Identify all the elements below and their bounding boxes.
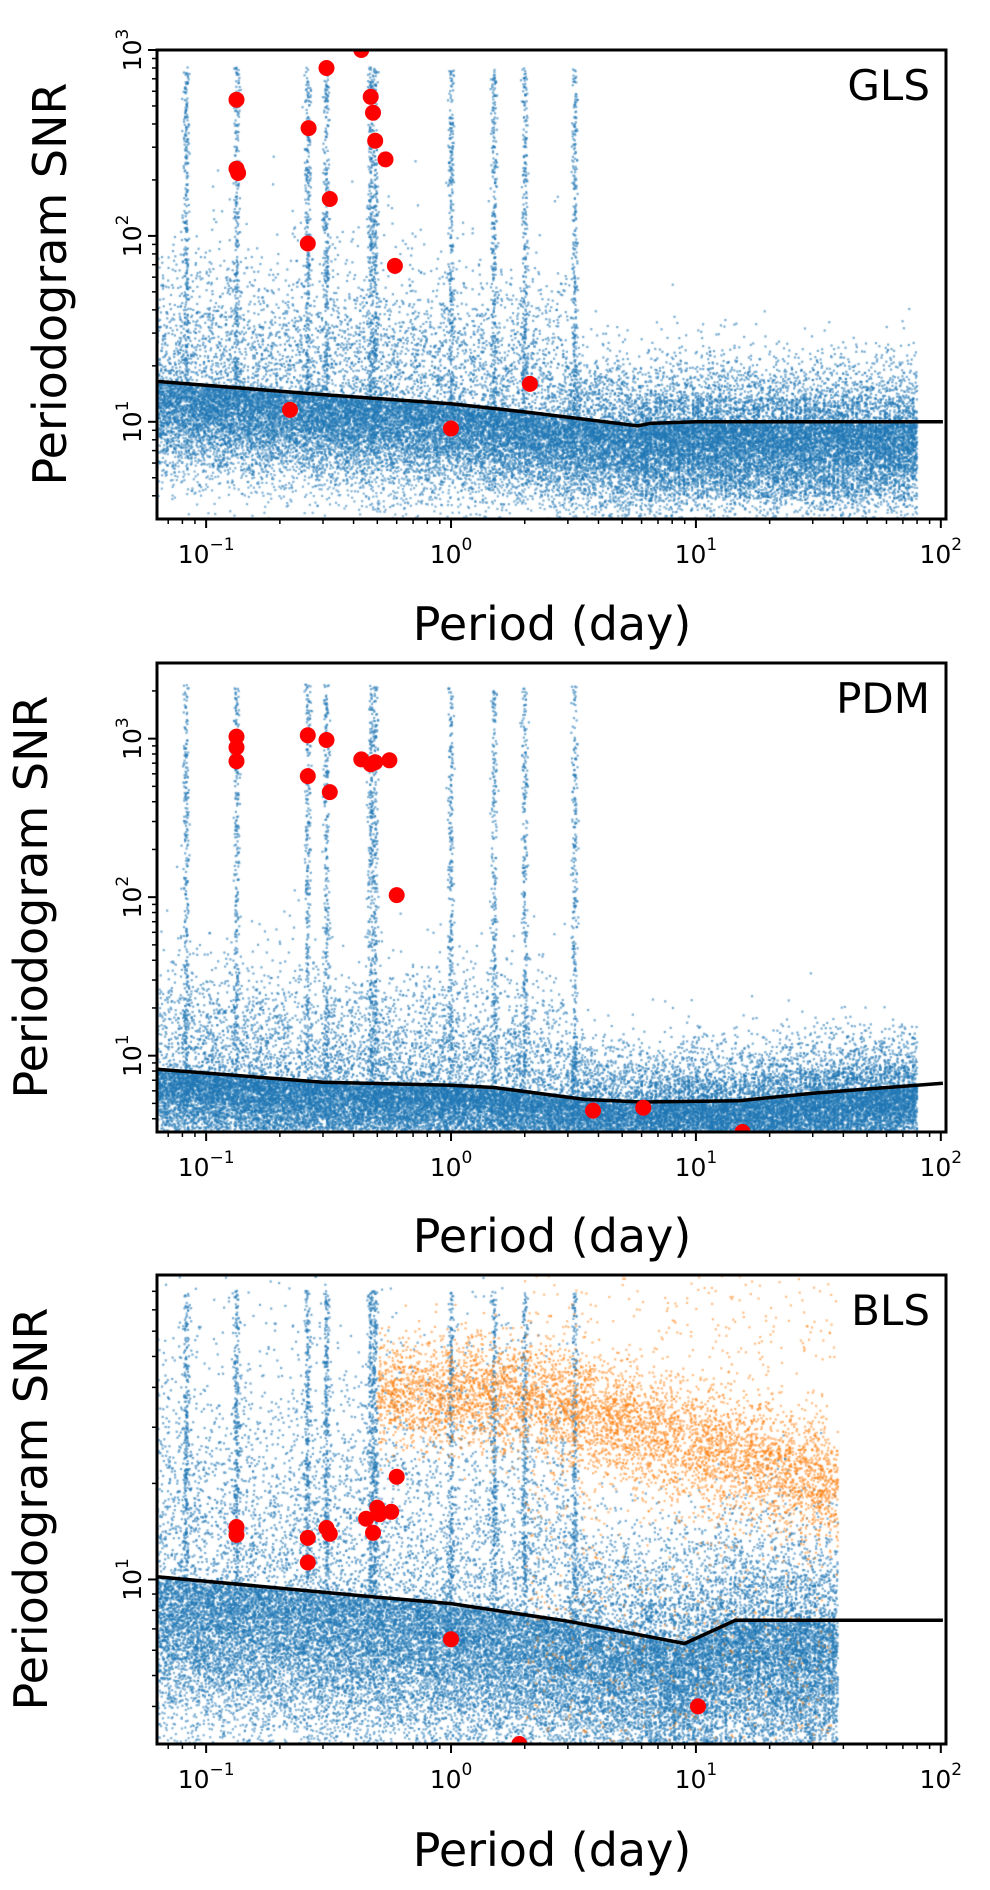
background-scatter-bls: [157, 1275, 946, 1744]
highlighted-point: [388, 1468, 405, 1485]
axis-ticks-pdm: 10−1 100 101 102 101 102 103: [113, 690, 962, 1182]
highlighted-point: [299, 768, 316, 785]
highlighted-point: [358, 1510, 375, 1527]
x-tick-label: 102: [919, 1760, 962, 1794]
x-axis-label-pdm: Period (day): [413, 1209, 692, 1263]
highlighted-points-pdm: [228, 727, 751, 1132]
highlighted-point: [585, 1102, 601, 1119]
x-tick-label: 101: [675, 1148, 718, 1182]
highlighted-point: [318, 60, 335, 76]
scatter-density-bls: [157, 1275, 946, 1744]
x-axis-label-gls: Period (day): [413, 597, 692, 651]
plot-area-gls: [157, 50, 946, 519]
y-tick-label: 101: [113, 1034, 147, 1077]
panel-title-gls: GLS: [847, 61, 930, 110]
y-tick-label: 101: [113, 400, 147, 443]
highlighted-point: [228, 753, 245, 770]
highlighted-point: [300, 120, 317, 137]
panel-title-bls: BLS: [851, 1286, 930, 1335]
x-tick-label: 101: [675, 1760, 718, 1794]
highlighted-point: [282, 401, 298, 418]
scatter-density-pdm: [157, 663, 946, 1132]
highlighted-point: [381, 752, 398, 769]
highlighted-point: [365, 1524, 381, 1541]
highlighted-point: [383, 1503, 400, 1520]
highlighted-point: [318, 732, 335, 748]
y-tick-label: 102: [113, 876, 147, 919]
plot-area-bls: [157, 1275, 946, 1744]
panel-title-pdm: PDM: [836, 674, 930, 723]
highlighted-point: [321, 191, 338, 207]
y-axis-label-bls: Periodogram SNR: [4, 1308, 58, 1711]
highlighted-points-bls: [228, 1468, 706, 1744]
threshold-line: [157, 1067, 944, 1104]
y-axis-label-gls: Periodogram SNR: [23, 83, 77, 486]
highlighted-point: [321, 784, 338, 801]
highlighted-point: [734, 1124, 751, 1132]
y-tick-label: 103: [113, 717, 147, 760]
x-tick-label: 100: [430, 1760, 473, 1794]
x-tick-label: 102: [919, 535, 962, 569]
highlighted-point: [299, 1529, 316, 1546]
background-scatter-gls: [157, 50, 946, 519]
highlighted-point: [362, 88, 379, 105]
x-tick-label: 101: [675, 535, 718, 569]
highlighted-point: [230, 165, 247, 181]
panel-bls: 10−1 100 101 102 101 BLS Period (day) Period…: [4, 1273, 962, 1877]
highlighted-point: [321, 1525, 338, 1542]
plot-area-pdm: [157, 663, 946, 1132]
highlighted-point: [521, 375, 538, 392]
x-tick-label: 100: [430, 535, 473, 569]
x-tick-label: 10−1: [178, 1760, 235, 1794]
highlighted-point: [228, 739, 245, 756]
highlighted-point: [388, 887, 405, 904]
x-tick-label: 102: [919, 1148, 962, 1182]
x-tick-label: 100: [430, 1148, 473, 1182]
plot-frame-bls: [155, 1273, 948, 1746]
highlighted-point: [365, 104, 381, 121]
threshold-line: [157, 379, 943, 428]
x-tick-label: 10−1: [178, 1148, 235, 1182]
highlighted-point: [367, 132, 384, 149]
highlighted-point: [511, 1736, 528, 1744]
highlighted-point: [690, 1698, 706, 1715]
axis-ticks-bls: 10−1 100 101 102 101: [113, 1290, 962, 1794]
highlighted-point: [635, 1099, 652, 1116]
threshold-line-pdm: [157, 1067, 944, 1104]
highlighted-point: [299, 235, 316, 252]
y-tick-label: 102: [113, 215, 147, 258]
background-scatter-pdm: [157, 663, 946, 1132]
threshold-line: [157, 1574, 943, 1646]
x-tick-label: 10−1: [178, 535, 235, 569]
y-tick-label: 101: [113, 1558, 147, 1601]
axis-ticks-gls: 10−1 100 101 102 101 102 103: [113, 29, 962, 569]
highlighted-point: [353, 50, 370, 58]
highlighted-point: [228, 91, 245, 108]
y-axis-label-pdm: Periodogram SNR: [4, 696, 58, 1099]
highlighted-point: [299, 1554, 316, 1571]
scatter-density-gls: [157, 50, 946, 519]
highlighted-point: [443, 420, 459, 437]
threshold-line-bls: [157, 1574, 943, 1646]
highlighted-point: [386, 257, 403, 274]
highlighted-point: [443, 1631, 459, 1648]
threshold-line-gls: [157, 379, 943, 428]
highlighted-point: [228, 1526, 245, 1543]
highlighted-points-gls: [228, 50, 538, 437]
highlighted-point: [377, 151, 394, 168]
x-axis-label-bls: Period (day): [413, 1823, 692, 1877]
highlighted-point: [299, 727, 316, 744]
y-tick-label: 103: [113, 29, 147, 72]
highlighted-point: [367, 754, 384, 771]
plot-frame-gls: [155, 48, 948, 521]
